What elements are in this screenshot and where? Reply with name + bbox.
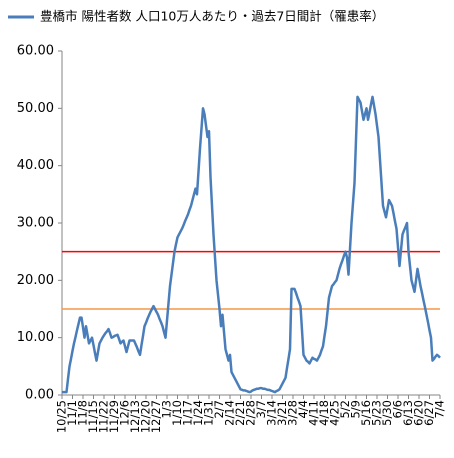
x-tick-label: 12/13	[128, 400, 142, 433]
y-tick-label: 20.00	[17, 273, 54, 288]
x-tick-label: 5/30	[380, 400, 394, 426]
x-tick-label: 4/11	[307, 400, 321, 426]
series-line	[62, 95, 441, 394]
x-tick-label: 5/2	[338, 400, 352, 419]
y-tick-label: 10.00	[17, 330, 54, 345]
x-tick-label: 6/6	[391, 400, 405, 419]
x-tick-label: 4/25	[328, 400, 342, 426]
x-tick-label: 11/22	[97, 400, 111, 433]
x-tick-label: 3/28	[286, 400, 300, 426]
y-tick-label: 0.00	[25, 388, 54, 403]
x-tick-label: 2/7	[212, 400, 226, 419]
y-tick-label: 40.00	[17, 158, 54, 173]
y-tick-label: 50.00	[17, 101, 54, 116]
x-tick-label: 2/28	[244, 400, 258, 426]
x-tick-label: 7/4	[433, 400, 447, 419]
y-tick-label: 30.00	[17, 216, 54, 231]
x-tick-label: 5/16	[359, 400, 373, 426]
x-tick-label: 12/27	[149, 400, 163, 433]
x-tick-label: 6/27	[422, 400, 436, 426]
legend-label: 豊橋市 陽性者数 人口10万人あたり・過去7日間計（罹患率）	[40, 9, 384, 24]
x-tick-label: 1/24	[191, 400, 205, 426]
x-tick-label: 11/29	[107, 400, 121, 433]
x-tick-label: 2/21	[233, 400, 247, 426]
x-tick-label: 3/14	[265, 400, 279, 426]
x-tick-label: 4/4	[296, 400, 310, 419]
x-tick-label: 11/8	[76, 400, 90, 426]
x-tick-label: 6/13	[401, 400, 415, 426]
x-tick-label: 12/20	[139, 400, 153, 433]
x-tick-label: 3/21	[275, 400, 289, 426]
x-tick-label: 2/14	[223, 400, 237, 426]
x-tick-label: 11/1	[65, 400, 79, 426]
x-tick-label: 1/10	[170, 400, 184, 426]
x-tick-label: 5/9	[349, 400, 363, 419]
x-tick-label: 3/7	[254, 400, 268, 419]
x-tick-label: 1/3	[160, 400, 174, 419]
x-tick-label: 5/23	[370, 400, 384, 426]
x-tick-label: 6/20	[412, 400, 426, 426]
x-tick-label: 10/25	[55, 400, 69, 433]
x-tick-label: 1/17	[181, 400, 195, 426]
x-tick-label: 12/6	[118, 400, 132, 426]
y-tick-label: 60.00	[17, 44, 54, 59]
x-tick-label: 4/18	[317, 400, 331, 426]
x-tick-label: 1/31	[202, 400, 216, 426]
x-tick-label: 11/15	[86, 400, 100, 433]
